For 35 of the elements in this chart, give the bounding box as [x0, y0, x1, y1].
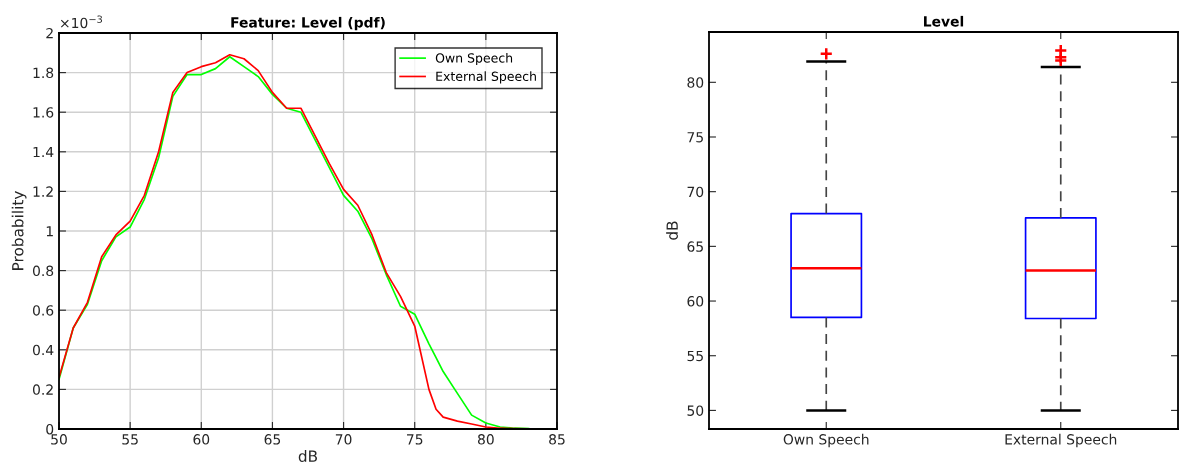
y-tick-label: 2 — [46, 27, 53, 39]
y-tick-label: 1.2 — [33, 186, 53, 197]
x-tick-label: 65 — [264, 434, 281, 445]
y-tick-label: 0 — [46, 423, 54, 435]
text: ×10$^{−3}$ — [60, 15, 102, 29]
x-tick-label: Own Speech — [783, 433, 869, 448]
y-tick-label: 0.8 — [32, 265, 54, 277]
chart-title: Feature: Level (pdf) — [231, 16, 385, 31]
y-tick-label: 75 — [687, 132, 703, 143]
x-tick-label: 60 — [193, 434, 210, 445]
y-tick-label: 1.8 — [33, 67, 54, 79]
y-tick-label: 70 — [687, 186, 704, 198]
x-tick-label: 55 — [122, 434, 138, 445]
y-tick-label: 50 — [687, 405, 704, 416]
y-tick-label: 1 — [46, 226, 53, 237]
y-tick-label: 1.4 — [33, 146, 54, 158]
legend-label: External Speech — [436, 71, 536, 84]
x-tick-label: 70 — [335, 434, 352, 445]
legend-label: Own Speech — [435, 53, 513, 66]
x-tick-label: 85 — [549, 434, 565, 445]
y-tick-label: 60 — [687, 296, 704, 307]
y-tick-label: 0.4 — [32, 344, 54, 356]
y-tick-label: 0.2 — [32, 384, 53, 395]
x-tick-label: 80 — [477, 434, 494, 445]
chart-title: Level — [924, 15, 964, 27]
x-axis-title: dB — [298, 450, 318, 462]
x-tick-label: External Speech — [1005, 433, 1117, 448]
x-tick-label: 75 — [407, 434, 423, 445]
y-axis-title: Probability — [11, 191, 27, 270]
y-axis-title: dB — [666, 221, 678, 240]
y-tick-label: 65 — [687, 241, 703, 252]
y-tick-label: 80 — [687, 77, 704, 88]
y-tick-label: 55 — [687, 350, 703, 362]
y-tick-label: 1.6 — [33, 107, 54, 118]
y-tick-label: 0.6 — [32, 305, 54, 316]
